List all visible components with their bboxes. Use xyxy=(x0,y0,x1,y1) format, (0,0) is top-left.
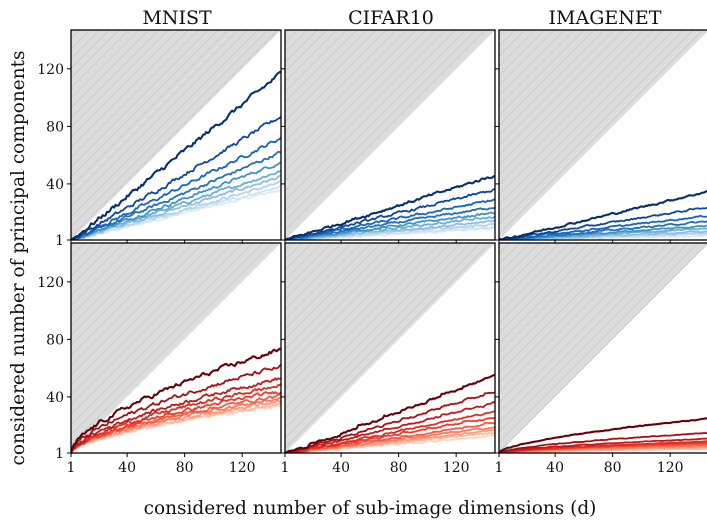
series-line-6 xyxy=(285,215,495,240)
y-axis-label: considered number of principal component… xyxy=(8,50,29,465)
series-line-3 xyxy=(499,214,707,240)
panels: 1 40 80 120 1 40 80 120 1 40 80 120 1 40 80 120 1 40 80 120 xyxy=(37,29,707,476)
series-line-4 xyxy=(285,206,495,240)
series-line-3 xyxy=(499,437,707,453)
series-group xyxy=(499,190,707,240)
x-tick-label: 120 xyxy=(443,460,470,476)
infeasible-region xyxy=(71,30,281,240)
y-tick-label: 40 xyxy=(46,390,64,406)
y-tick-label: 80 xyxy=(46,332,64,348)
x-tick-label: 40 xyxy=(332,460,350,476)
series-line-2 xyxy=(71,115,281,240)
panel-top-mnist: 1 40 80 120 xyxy=(37,29,282,249)
series-group xyxy=(71,347,281,453)
x-tick-label: 40 xyxy=(546,460,564,476)
panel-bottom-mnist: 1 40 80 120 1 40 80 120 xyxy=(37,242,282,476)
infeasible-region xyxy=(285,30,495,240)
series-group xyxy=(71,71,281,240)
y-tick-label: 40 xyxy=(46,177,64,193)
series-line-1 xyxy=(71,347,281,453)
panel-frame xyxy=(498,242,707,454)
x-axis-label: considered number of sub-image dimension… xyxy=(144,498,597,519)
x-tick-label: 1 xyxy=(281,460,290,476)
y-tick-label: 1 xyxy=(55,446,64,462)
panel-frame xyxy=(70,29,282,241)
series-line-3 xyxy=(285,401,495,453)
series-line-2 xyxy=(499,432,707,453)
series-line-1 xyxy=(285,175,495,240)
column-title-imagenet: IMAGENET xyxy=(549,7,662,29)
panel-bottom-imagenet: 1 40 80 120 xyxy=(495,242,707,476)
y-tick-label: 1 xyxy=(55,233,64,249)
series-line-1 xyxy=(71,71,281,240)
series-line-2 xyxy=(285,188,495,240)
infeasible-region xyxy=(499,30,707,240)
y-tick-label: 120 xyxy=(37,275,64,291)
series-line-1 xyxy=(499,417,707,453)
series-line-4 xyxy=(285,410,495,453)
x-tick-label: 120 xyxy=(229,460,256,476)
series-line-9 xyxy=(71,184,281,240)
x-tick-label: 40 xyxy=(118,460,136,476)
panel-top-cifar10 xyxy=(281,29,496,244)
column-title-cifar10: CIFAR10 xyxy=(348,7,434,29)
x-tick-label: 120 xyxy=(657,460,684,476)
series-line-3 xyxy=(71,377,281,453)
infeasible-region xyxy=(499,243,707,453)
panel-top-imagenet xyxy=(495,29,707,244)
column-title-mnist: MNIST xyxy=(142,7,212,29)
series-line-3 xyxy=(71,136,281,240)
y-tick-label: 120 xyxy=(37,62,64,78)
series-line-2 xyxy=(71,364,281,453)
series-line-4 xyxy=(499,440,707,453)
panel-frame xyxy=(70,242,282,454)
x-tick-label: 80 xyxy=(176,460,194,476)
series-group xyxy=(285,374,495,453)
series-line-5 xyxy=(71,161,281,240)
y-tick-label: 80 xyxy=(46,119,64,135)
series-line-2 xyxy=(285,391,495,453)
x-tick-label: 80 xyxy=(390,460,408,476)
series-line-1 xyxy=(285,374,495,453)
x-tick-label: 1 xyxy=(67,460,76,476)
series-line-7 xyxy=(71,174,281,240)
series-line-2 xyxy=(499,206,707,240)
series-group xyxy=(285,175,495,240)
series-line-4 xyxy=(71,383,281,453)
x-tick-label: 80 xyxy=(604,460,622,476)
series-line-1 xyxy=(499,190,707,240)
series-line-9 xyxy=(71,402,281,453)
panel-frame xyxy=(498,29,707,241)
infeasible-region xyxy=(285,243,495,453)
panel-frame xyxy=(284,29,496,241)
panel-frame xyxy=(284,242,496,454)
series-line-5 xyxy=(71,391,281,453)
series-group xyxy=(499,417,707,453)
x-tick-label: 1 xyxy=(495,460,504,476)
infeasible-region xyxy=(71,243,281,453)
panel-bottom-cifar10: 1 40 80 120 xyxy=(281,242,496,476)
